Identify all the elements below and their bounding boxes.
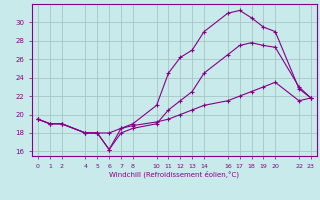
X-axis label: Windchill (Refroidissement éolien,°C): Windchill (Refroidissement éolien,°C) bbox=[109, 170, 239, 178]
